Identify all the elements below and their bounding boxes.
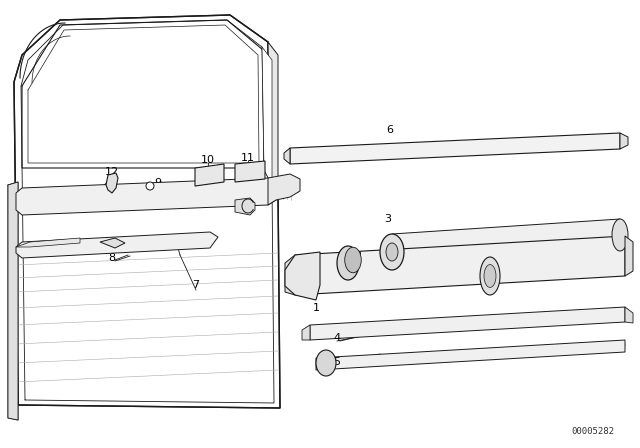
Polygon shape xyxy=(284,148,290,164)
Polygon shape xyxy=(16,178,276,215)
Polygon shape xyxy=(16,238,80,247)
Ellipse shape xyxy=(345,247,361,273)
Polygon shape xyxy=(625,236,633,276)
Text: 11: 11 xyxy=(241,153,255,163)
Polygon shape xyxy=(235,161,265,182)
Polygon shape xyxy=(195,164,224,186)
Polygon shape xyxy=(268,42,278,190)
Text: 2: 2 xyxy=(355,251,362,261)
Text: 9: 9 xyxy=(154,178,161,188)
Text: 7: 7 xyxy=(193,280,200,290)
Polygon shape xyxy=(262,47,272,185)
Polygon shape xyxy=(302,325,310,340)
Polygon shape xyxy=(316,340,625,370)
Polygon shape xyxy=(295,236,625,295)
Polygon shape xyxy=(290,133,620,164)
Text: 8: 8 xyxy=(108,253,116,263)
Polygon shape xyxy=(285,252,320,300)
Polygon shape xyxy=(392,219,620,266)
Polygon shape xyxy=(14,15,280,408)
Text: 1: 1 xyxy=(312,303,319,313)
Ellipse shape xyxy=(484,265,496,288)
Text: 3: 3 xyxy=(385,214,392,224)
Polygon shape xyxy=(235,198,255,215)
Text: 00005282: 00005282 xyxy=(572,427,614,436)
Polygon shape xyxy=(625,307,633,323)
Ellipse shape xyxy=(316,350,336,376)
Polygon shape xyxy=(100,238,125,248)
Polygon shape xyxy=(285,255,295,295)
Text: 4: 4 xyxy=(333,333,340,343)
Polygon shape xyxy=(106,173,118,193)
Text: 10: 10 xyxy=(201,155,215,165)
Polygon shape xyxy=(620,133,628,149)
Ellipse shape xyxy=(337,246,359,280)
Polygon shape xyxy=(268,174,300,205)
Ellipse shape xyxy=(612,219,628,251)
Polygon shape xyxy=(16,232,218,258)
Ellipse shape xyxy=(480,257,500,295)
Ellipse shape xyxy=(146,182,154,190)
Text: 12: 12 xyxy=(105,167,119,177)
Text: 5: 5 xyxy=(333,357,340,367)
Ellipse shape xyxy=(380,234,404,270)
Polygon shape xyxy=(310,307,625,340)
Ellipse shape xyxy=(386,243,398,261)
Polygon shape xyxy=(8,182,18,420)
Text: 6: 6 xyxy=(387,125,394,135)
